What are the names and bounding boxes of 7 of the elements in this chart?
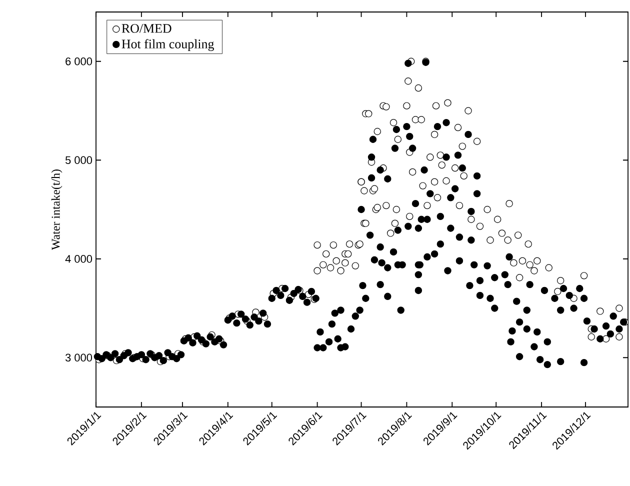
y-axis-title: Water intake(t/h) (51, 170, 62, 250)
y-tick-label: 4 000 (65, 255, 92, 263)
legend-label: RO/MED (122, 24, 172, 33)
legend-label: Hot film coupling (122, 39, 214, 52)
y-tick-label: 6 000 (66, 58, 92, 66)
y-tick-label: 5 000 (65, 156, 92, 164)
y-tick-label: 3 000 (65, 354, 92, 362)
